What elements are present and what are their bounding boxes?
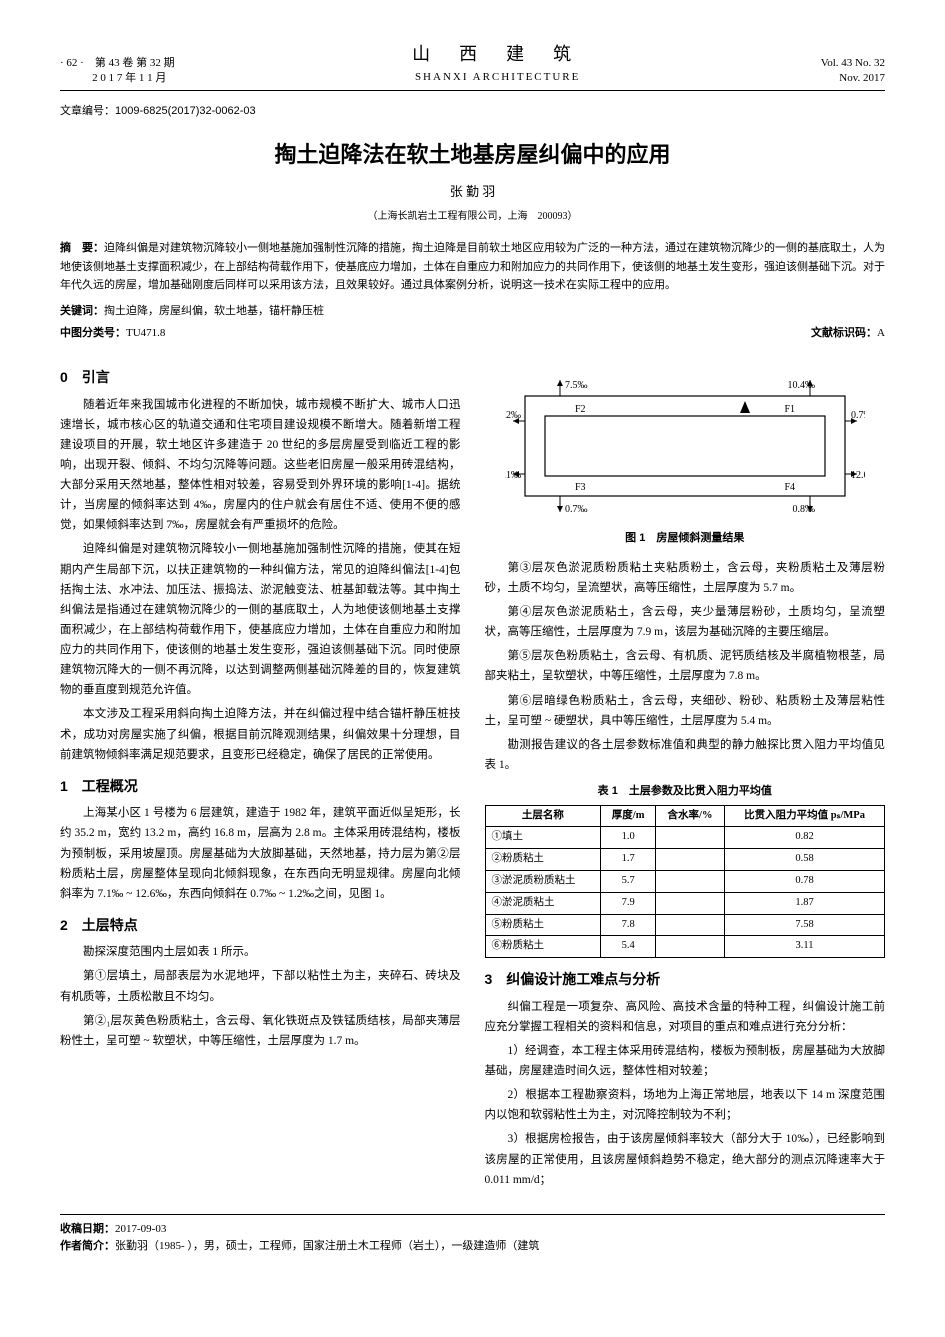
header-center: 山 西 建 筑 SHANXI ARCHITECTURE — [175, 40, 821, 86]
doc-code-value: A — [877, 327, 885, 339]
table-row: ④淤泥质粘土7.91.87 — [485, 892, 885, 914]
s2-p4: 第③层灰色淤泥质粉质粘土夹粘质粉土，含云母，夹粉质粘土及薄层粉砂，土质不均匀，呈… — [485, 558, 886, 598]
svg-text:10.4‰: 10.4‰ — [787, 380, 815, 391]
journal-header: · 62 · 第 43 卷 第 32 期 · 62 · 2 0 1 7 年 1 … — [60, 40, 885, 91]
table-header: 比贯入阻力平均值 pₛ/MPa — [725, 805, 885, 827]
s2-p1: 勘探深度范围内土层如表 1 所示。 — [60, 942, 461, 962]
table-1-caption: 表 1 土层参数及比贯入阻力平均值 — [485, 783, 886, 801]
clc-value: TU471.8 — [126, 327, 165, 339]
journal-name-cn: 山 西 建 筑 — [175, 40, 821, 69]
received-date: 2017-09-03 — [115, 1223, 166, 1235]
header-right: Vol. 43 No. 32 Nov. 2017 — [821, 56, 885, 87]
abstract-label: 摘 要： — [60, 242, 104, 254]
svg-text:F1: F1 — [784, 404, 795, 415]
svg-text:7.1‰: 7.1‰ — [505, 470, 521, 481]
figure-1: 7.5‰ 10.4‰ 1.2‰ 0.7‰ 7.1‰ 12.6‰ 0.7‰ 0.8‰ F2 F1 F3… — [485, 366, 886, 548]
svg-text:0.7‰: 0.7‰ — [851, 410, 865, 421]
table-row: ①填土1.00.82 — [485, 827, 885, 849]
keywords-label: 关键词： — [60, 305, 104, 317]
body-columns: 0 引言 随着近年来我国城市化进程的不断加快，城市规模不断扩大、城市人口迅速增长… — [60, 356, 885, 1194]
table-header: 厚度/m — [601, 805, 656, 827]
s0-p2: 迫降纠偏是对建筑物沉降较小一侧地基施加强制性沉降的措施，使其在短期内产生局部下沉… — [60, 539, 461, 700]
section-3-heading: 3 纠偏设计施工难点与分析 — [485, 968, 886, 990]
article-title: 掏土迫降法在软土地基房屋纠偏中的应用 — [60, 137, 885, 172]
table-1: 土层名称厚度/m含水率/%比贯入阻力平均值 pₛ/MPa①填土1.00.82②粉… — [485, 805, 886, 959]
svg-text:F3: F3 — [575, 482, 586, 493]
svg-text:7.5‰: 7.5‰ — [565, 380, 588, 391]
header-left: · 62 · 第 43 卷 第 32 期 · 62 · 2 0 1 7 年 1 … — [60, 56, 175, 87]
author-bio: 张勤羽（1985- ），男，硕士，工程师，国家注册土木工程师（岩土），一级建造师… — [115, 1240, 539, 1252]
s2-p5: 第④层灰色淤泥质粘土，含云母，夹少量薄层粉砂，土质均匀，呈流塑状，高等压缩性，土… — [485, 602, 886, 642]
vol-en: Vol. 43 No. 32 — [821, 57, 885, 69]
keywords-text: 掏土迫降，房屋纠偏，软土地基，锚杆静压桩 — [104, 305, 324, 317]
s0-p3: 本文涉及工程采用斜向掏土迫降方法，并在纠偏过程中结合锚杆静压桩技术，成功对房屋实… — [60, 704, 461, 764]
figure-1-svg: 7.5‰ 10.4‰ 1.2‰ 0.7‰ 7.1‰ 12.6‰ 0.7‰ 0.8‰ F2 F1 F3… — [505, 366, 865, 526]
s3-p2: 1）经调查，本工程主体采用砖混结构，楼板为预制板，房屋基础为大放脚基础，房屋建造… — [485, 1041, 886, 1081]
meta-row: 中图分类号：TU471.8 文献标识码：A — [60, 325, 885, 343]
svg-text:F4: F4 — [784, 482, 795, 493]
date-cn: 2 0 1 7 年 1 1 月 — [92, 72, 166, 84]
keywords: 关键词：掏土迫降，房屋纠偏，软土地基，锚杆静压桩 — [60, 303, 885, 321]
s2-p6: 第⑤层灰色粉质粘土，含云母、有机质、泥钙质结核及半腐植物根茎，局部夹粘土，呈软塑… — [485, 646, 886, 686]
date-en: Nov. 2017 — [839, 72, 885, 84]
s0-p1: 随着近年来我国城市化进程的不断加快，城市规模不断扩大、城市人口迅速增长，城市核心… — [60, 395, 461, 536]
s1-p1: 上海某小区 1 号楼为 6 层建筑，建造于 1982 年，建筑平面近似呈矩形，长… — [60, 803, 461, 904]
section-2-heading: 2 土层特点 — [60, 914, 461, 936]
s2-p8: 勘测报告建议的各土层参数标准值和典型的静力触探比贯入阻力平均值见表 1。 — [485, 735, 886, 775]
doc-code-label: 文献标识码： — [811, 327, 877, 339]
journal-name-en: SHANXI ARCHITECTURE — [175, 69, 821, 87]
clc-label: 中图分类号： — [60, 327, 126, 339]
figure-1-caption: 图 1 房屋倾斜测量结果 — [485, 530, 886, 548]
author-bio-label: 作者简介： — [60, 1240, 115, 1252]
abstract-text: 迫降纠偏是对建筑物沉降较小一侧地基施加强制性沉降的措施，掏土迫降是目前软土地区应… — [60, 242, 885, 291]
section-1-heading: 1 工程概况 — [60, 775, 461, 797]
svg-text:0.8‰: 0.8‰ — [792, 504, 815, 515]
left-column: 0 引言 随着近年来我国城市化进程的不断加快，城市规模不断扩大、城市人口迅速增长… — [60, 356, 461, 1194]
author-name: 张 勤 羽 — [60, 182, 885, 203]
page-number: · 62 · — [60, 57, 84, 69]
table-row: ⑥粉质粘土5.43.11 — [485, 936, 885, 958]
s2-p3: 第②₁层灰黄色粉质粘土，含云母、氧化铁斑点及铁锰质结核，局部夹薄层粉性土，呈可塑… — [60, 1011, 461, 1051]
table-row: ②粉质粘土1.70.58 — [485, 849, 885, 871]
s3-p4: 3）根据房检报告，由于该房屋倾斜率较大（部分大于 10‰），已经影响到该房屋的正… — [485, 1129, 886, 1189]
table-header: 含水率/% — [655, 805, 724, 827]
affiliation: （上海长凯岩土工程有限公司，上海 200093） — [60, 209, 885, 225]
svg-text:1.2‰: 1.2‰ — [505, 410, 521, 421]
right-column: 7.5‰ 10.4‰ 1.2‰ 0.7‰ 7.1‰ 12.6‰ 0.7‰ 0.8‰ F2 F1 F3… — [485, 356, 886, 1194]
received-label: 收稿日期： — [60, 1223, 115, 1235]
article-id: 文章编号：1009-6825(2017)32-0062-03 — [60, 103, 885, 121]
s3-p1: 纠偏工程是一项复杂、高风险、高技术含量的特种工程，纠偏设计施工前应充分掌握工程相… — [485, 997, 886, 1037]
s2-p7: 第⑥层暗绿色粉质粘土，含云母，夹细砂、粉砂、粘质粉土及薄层粘性土，呈可塑 ~ 硬… — [485, 691, 886, 731]
s2-p2: 第①层填土，局部表层为水泥地坪，下部以粘性土为主，夹碎石、砖块及有机质等，土质松… — [60, 966, 461, 1006]
svg-text:F2: F2 — [575, 404, 586, 415]
footer-info: 收稿日期：2017-09-03 作者简介：张勤羽（1985- ），男，硕士，工程… — [60, 1214, 885, 1256]
table-row: ⑤粉质粘土7.87.58 — [485, 914, 885, 936]
s3-p3: 2）根据本工程勘察资料，场地为上海正常地层，地表以下 14 m 深度范围内以饱和… — [485, 1085, 886, 1125]
svg-text:0.7‰: 0.7‰ — [565, 504, 588, 515]
vol-issue-cn: 第 43 卷 第 32 期 — [95, 57, 175, 69]
table-row: ③淤泥质粉质粘土5.70.78 — [485, 871, 885, 893]
abstract: 摘 要：迫降纠偏是对建筑物沉降较小一侧地基施加强制性沉降的措施，掏土迫降是目前软… — [60, 239, 885, 295]
table-header: 土层名称 — [485, 805, 601, 827]
section-0-heading: 0 引言 — [60, 366, 461, 388]
svg-text:12.6‰: 12.6‰ — [851, 470, 865, 481]
